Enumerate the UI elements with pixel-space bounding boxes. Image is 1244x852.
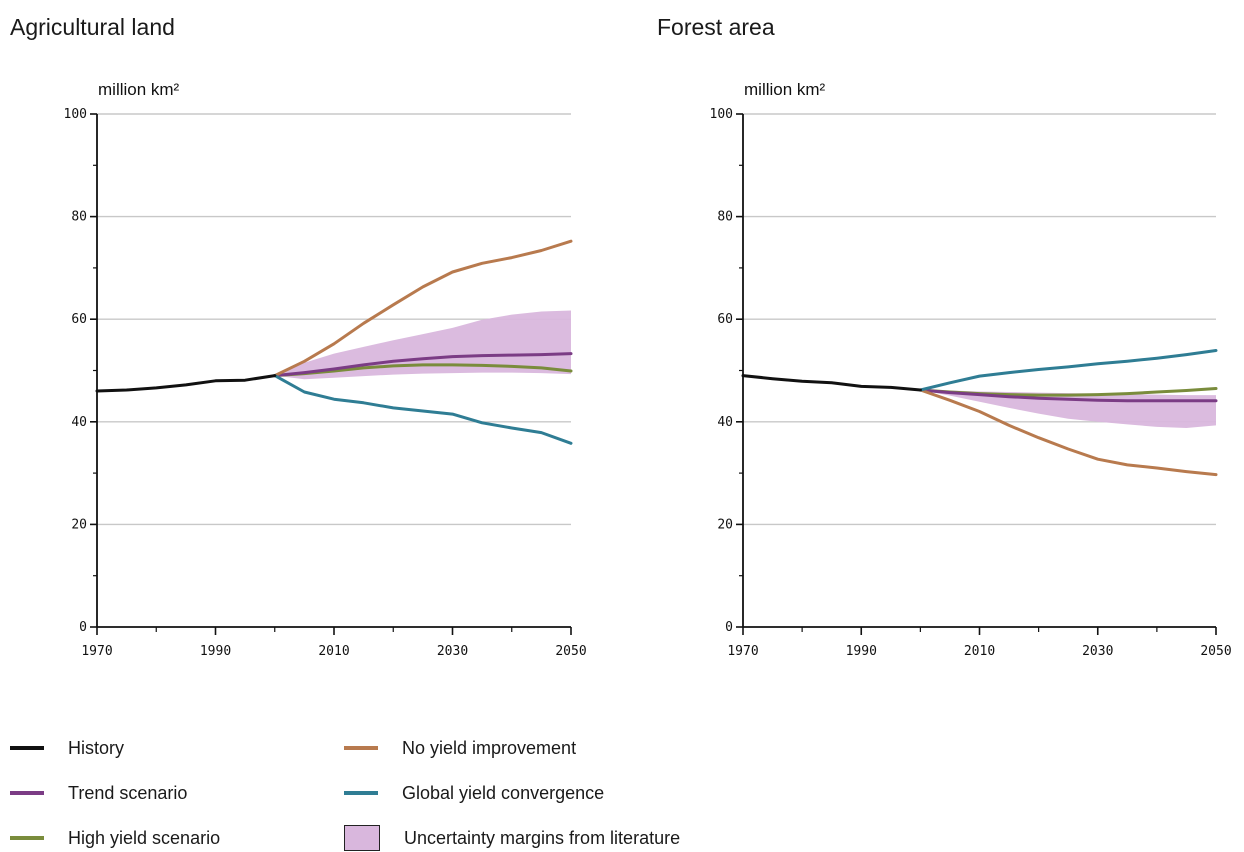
x-tick-label: 1970 — [727, 644, 758, 659]
no-yield-improvement-line — [918, 388, 1218, 477]
y-tick-label: 60 — [71, 312, 87, 327]
y-tick-label: 80 — [71, 210, 87, 225]
history-line — [95, 374, 277, 393]
convergence-swatch — [344, 791, 378, 795]
y-tick-label: 100 — [710, 107, 733, 122]
no-yield-swatch — [344, 746, 378, 750]
global-yield-convergence-line — [918, 349, 1218, 392]
y-tick-label: 80 — [717, 210, 733, 225]
legend-label-history: History — [68, 737, 125, 758]
x-tick-label: 1970 — [81, 644, 112, 659]
legend-item-no-yield: No yield improvement — [344, 734, 576, 762]
x-tick-label: 2010 — [964, 644, 995, 659]
trend-swatch — [10, 791, 44, 795]
y-tick-label: 20 — [71, 517, 87, 532]
legend-label-high-yield: High yield scenario — [68, 827, 221, 848]
high-yield-scenario-line — [273, 363, 573, 378]
legend-item-history: History — [10, 734, 124, 762]
legend-item-convergence: Global yield convergence — [344, 779, 604, 807]
y-tick-label: 100 — [64, 107, 87, 122]
forest-area-plot: 0 20 40 60 80 100 1970 1990 2010 2030 2050 million … — [710, 80, 1232, 659]
y-tick-label: 0 — [725, 620, 733, 635]
x-tick-label: 1990 — [846, 644, 877, 659]
y-tick-label: 40 — [71, 415, 87, 430]
history-swatch — [10, 746, 44, 750]
agricultural-land-plot: 0 20 40 60 80 100 1970 1990 2010 2030 2050 million … — [64, 80, 587, 659]
legend: History Trend scenario High yield scenar… — [0, 730, 1244, 851]
legend-item-high-yield: High yield scenario — [10, 824, 220, 852]
legend-label-convergence: Global yield convergence — [402, 782, 605, 803]
x-tick-label: 2010 — [318, 644, 349, 659]
trend-scenario-line — [273, 352, 573, 378]
y-unit-label: million km² — [98, 80, 180, 99]
y-tick-label: 0 — [79, 620, 87, 635]
agricultural-land-title: Agricultural land — [10, 14, 175, 40]
forest-area-title: Forest area — [657, 14, 775, 40]
x-tick-label: 1990 — [200, 644, 231, 659]
no-yield-improvement-line — [273, 239, 573, 378]
legend-label-uncertainty: Uncertainty margins from literature — [404, 827, 681, 848]
uncertainty-swatch — [344, 825, 380, 851]
legend-label-no-yield: No yield improvement — [402, 737, 577, 758]
x-tick-label: 2050 — [555, 644, 586, 659]
trend-scenario-line — [918, 388, 1218, 403]
y-tick-label: 40 — [717, 415, 733, 430]
x-tick-label: 2030 — [1082, 644, 1113, 659]
x-tick-label: 2030 — [437, 644, 468, 659]
y-tick-label: 60 — [717, 312, 733, 327]
legend-label-trend: Trend scenario — [68, 782, 188, 803]
uncertainty-band — [274, 310, 571, 380]
y-tick-label: 20 — [717, 517, 733, 532]
legend-item-uncertainty: Uncertainty margins from literature — [344, 824, 680, 852]
charts-svg: 0 20 40 60 80 100 1970 1990 2010 2030 2050 million … — [64, 80, 1232, 659]
x-tick-label: 2050 — [1200, 644, 1231, 659]
global-yield-convergence-line — [273, 374, 573, 445]
legend-item-trend: Trend scenario — [10, 779, 187, 807]
history-line — [741, 374, 922, 392]
y-unit-label: million km² — [744, 80, 826, 99]
high-yield-swatch — [10, 836, 44, 840]
